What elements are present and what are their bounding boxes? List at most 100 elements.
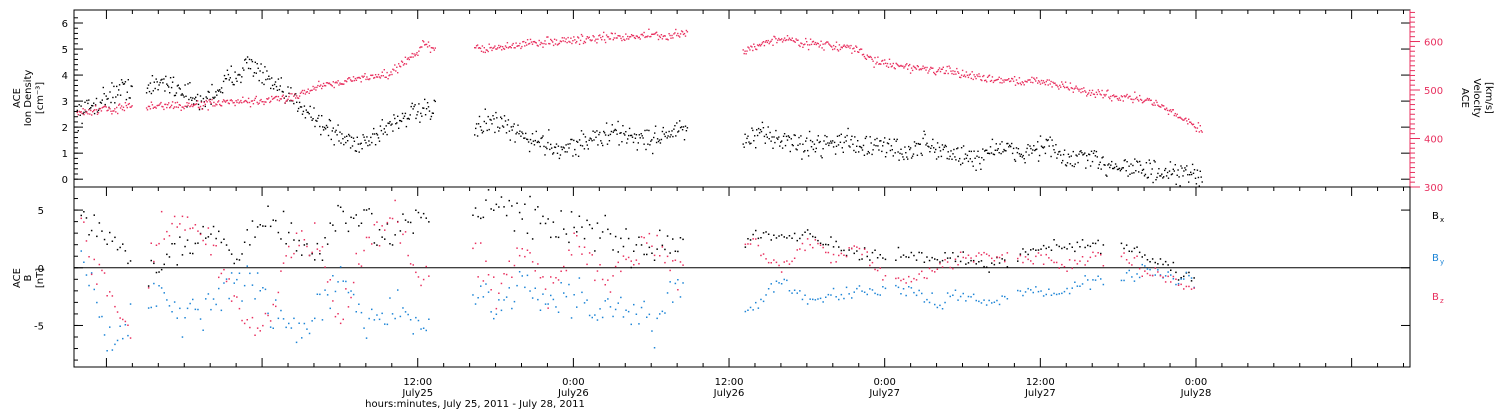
data-point (217, 89, 219, 91)
data-point-Bz (812, 246, 814, 249)
data-point (767, 126, 769, 128)
data-point (187, 104, 189, 107)
data-point (363, 136, 365, 138)
data-point (575, 153, 577, 156)
data-point (1182, 119, 1184, 121)
data-point (338, 84, 340, 86)
data-point (553, 38, 556, 40)
data-point (1074, 87, 1076, 89)
data-point-Bz (332, 300, 334, 302)
data-point (375, 76, 378, 78)
data-point (1014, 160, 1017, 162)
data-point (860, 147, 863, 149)
data-point-Bx (843, 249, 845, 252)
data-point (1023, 84, 1025, 86)
data-point (1131, 172, 1133, 174)
data-point-Bz (1053, 261, 1055, 264)
data-point (759, 45, 762, 47)
data-point (231, 81, 233, 83)
data-point-By (109, 326, 111, 328)
bottom-panel-frame (73, 186, 1411, 368)
data-point-By (371, 308, 373, 311)
data-point-Bz (661, 246, 664, 248)
data-point (119, 107, 122, 109)
data-point (406, 58, 409, 60)
data-point (791, 37, 793, 39)
data-point-Bz (1133, 257, 1136, 259)
data-point (616, 133, 618, 135)
data-point-By (1136, 273, 1138, 275)
data-point-Bz (176, 226, 178, 228)
data-point (773, 35, 775, 38)
data-point (194, 104, 196, 106)
data-point (354, 150, 357, 152)
data-point-Bx (192, 252, 194, 255)
data-point (1081, 152, 1083, 154)
data-point (279, 98, 281, 100)
legend-subscript-y: y (1440, 258, 1444, 266)
data-point-Bx (679, 237, 682, 239)
data-point (123, 83, 126, 85)
data-point-Bz (773, 259, 775, 261)
data-point-By (970, 296, 972, 298)
data-point-Bz (298, 244, 300, 247)
data-point-Bx (1154, 261, 1156, 264)
legend-subscript-z: z (1440, 297, 1444, 305)
data-point (643, 143, 645, 145)
data-point (269, 78, 271, 80)
data-point (787, 39, 790, 41)
data-point (528, 150, 531, 153)
data-point (154, 87, 156, 90)
data-point (902, 65, 904, 67)
data-point (602, 144, 604, 147)
data-point (1083, 153, 1085, 155)
data-point (657, 38, 660, 41)
data-point-Bx (415, 209, 417, 211)
data-point (537, 140, 539, 143)
data-point (289, 93, 291, 95)
data-point-Bz (487, 274, 490, 276)
data-point (800, 42, 802, 44)
data-point-Bx (301, 254, 303, 256)
data-point (567, 143, 569, 145)
data-point (998, 152, 1000, 154)
data-point (873, 66, 875, 68)
data-point (1035, 148, 1037, 151)
data-point-By (996, 299, 998, 302)
data-point (563, 147, 565, 149)
data-point (485, 49, 487, 51)
data-point (1110, 95, 1112, 98)
data-point (254, 61, 256, 63)
data-point (755, 48, 757, 50)
data-point (315, 119, 317, 122)
data-point (510, 126, 512, 128)
data-point (943, 72, 945, 75)
data-point (183, 107, 185, 110)
data-point (746, 50, 748, 52)
data-point (110, 110, 112, 112)
data-point (1108, 163, 1110, 165)
data-point-Bx (853, 252, 855, 255)
data-point-Bx (863, 247, 866, 249)
data-point (663, 133, 665, 135)
data-point (300, 91, 303, 93)
data-point (339, 82, 341, 84)
data-point (631, 35, 634, 37)
data-point (514, 141, 516, 143)
data-point (1071, 87, 1073, 90)
data-point-Bx (150, 259, 152, 262)
data-point-Bz (1081, 256, 1084, 258)
data-point-Bx (1131, 250, 1133, 253)
data-point (496, 117, 498, 119)
data-point (989, 146, 992, 148)
data-point (942, 66, 944, 68)
data-point-Bz (819, 244, 822, 246)
data-point-Bz (985, 253, 988, 255)
data-point (525, 132, 527, 135)
data-point (516, 45, 518, 47)
data-point-Bz (902, 278, 905, 280)
data-point-Bx (345, 222, 347, 224)
data-point-By (796, 292, 798, 294)
data-point (151, 75, 154, 77)
data-point (625, 33, 627, 35)
